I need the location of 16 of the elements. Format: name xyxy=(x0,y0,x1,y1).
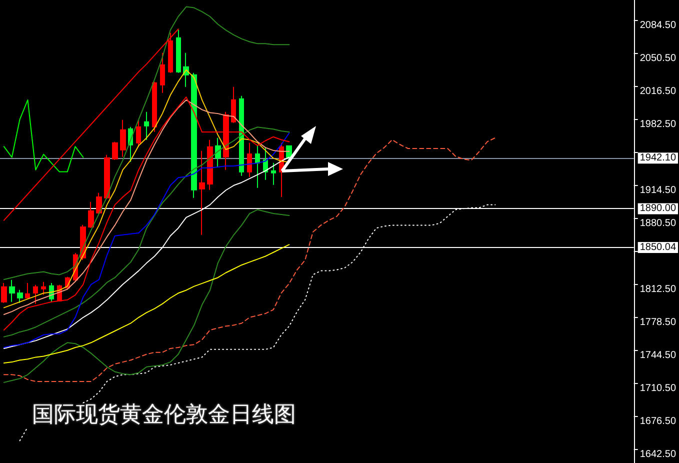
y-tick-label: 1812.50 xyxy=(640,284,676,295)
y-tick-label: 1880.50 xyxy=(640,218,676,229)
y-tick-label: 2084.50 xyxy=(640,20,676,31)
y-tick-label: 1642.50 xyxy=(640,448,676,460)
y-tick-label: 1778.50 xyxy=(640,316,676,328)
y-tick-label: 1914.50 xyxy=(640,184,676,196)
text: 国际现货黄金伦敦金日线图 xyxy=(32,402,296,428)
y-tick-label: 1982.50 xyxy=(640,118,676,130)
y-tick-label: 2016.50 xyxy=(640,86,676,97)
ref-line-label: 1890.00 xyxy=(640,203,676,214)
ref-line-label: 1850.04 xyxy=(640,242,676,253)
ref-line-label: 1942.10 xyxy=(640,152,676,164)
y-tick-label: 1710.50 xyxy=(640,382,676,394)
y-tick-label: 2050.50 xyxy=(640,52,676,64)
y-tick-label: 1744.50 xyxy=(640,350,676,361)
y-tick-label: 1676.50 xyxy=(640,416,676,427)
